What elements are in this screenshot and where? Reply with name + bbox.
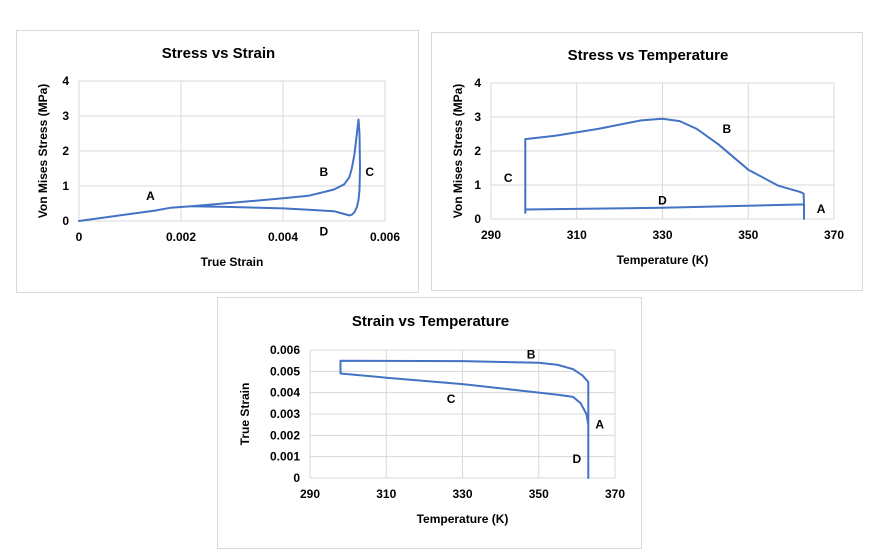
stress-temp-ytick-label-1: 1 [474,178,481,192]
stress-temp-annotation-a: A [817,202,826,216]
stress-temp-xtick-label-3: 350 [738,228,758,242]
strain-temp-annotation-b: B [527,347,536,361]
stress-strain-annotation-a: A [146,189,155,203]
stress-temp-ytick-label-3: 3 [474,110,481,124]
stress-temp-xtick-label-2: 330 [652,228,672,242]
strain-temp-xtick-label-0: 290 [300,487,320,501]
strain-temp-ytick-label-5: 0.005 [270,364,300,378]
stress-temp-xtick-label-1: 310 [567,228,587,242]
strain-vs-temperature-svg: 0 0.001 0.002 0.003 0.004 0.005 0.006 290 310 330… [238,313,625,526]
stress-temp-title: Stress vs Temperature [568,47,729,64]
strain-temp-ytick-label-4: 0.004 [270,386,300,400]
strain-temp-ytick-label-2: 0.002 [270,428,300,442]
strain-temp-xtick-label-3: 350 [529,487,549,501]
stress-temp-ytick-label-0: 0 [474,212,481,226]
stress-strain-ytick-label-2: 2 [62,144,69,158]
stress-temp-xlabel: Temperature (K) [617,253,709,267]
stress-strain-xlabel: True Strain [201,255,264,269]
stress-strain-ylabel: Von Mises Stress (MPa) [36,84,50,218]
stress-strain-xtick-label-0: 0 [76,230,83,244]
strain-temp-ylabel: True Strain [238,383,252,446]
stress-temp-annotation-b: B [722,122,731,136]
strain-temp-ytick-label-0: 0 [293,471,300,485]
strain-temp-title: Strain vs Temperature [352,313,509,330]
strain-temp-annotation-c: C [447,392,456,406]
stress-temp-ytick-label-4: 4 [474,76,481,90]
stress-temp-annotation-c: C [504,171,513,185]
stress-temp-xtick-label-4: 370 [824,228,844,242]
stress-temp-ytick-label-2: 2 [474,144,481,158]
stress-vs-strain-chart: 0 1 2 3 4 0 0.002 0.004 0.006 Stress vs Strain Tru… [16,30,419,293]
stress-strain-title: Stress vs Strain [162,45,275,62]
strain-temp-annotation-a: A [595,418,604,432]
stress-strain-ytick-label-4: 4 [62,74,69,88]
stress-vs-temperature-svg: 0 1 2 3 4 290 310 330 350 370 Stress vs Temperatur… [451,47,844,267]
stress-strain-annotation-b: B [319,165,328,179]
stress-strain-xtick-label-1: 0.002 [166,230,196,244]
stress-strain-ytick-label-0: 0 [62,214,69,228]
stress-temp-series-line-0 [524,117,805,220]
stress-strain-ytick-label-1: 1 [62,179,69,193]
stress-temp-annotation-d: D [658,193,667,207]
stress-strain-annotation-d: D [319,225,328,239]
stress-vs-strain-svg: 0 1 2 3 4 0 0.002 0.004 0.006 Stress vs Strain Tru… [36,45,400,269]
strain-temp-ytick-label-6: 0.006 [270,343,300,357]
strain-temp-xtick-label-1: 310 [376,487,396,501]
stress-strain-xtick-label-3: 0.006 [370,230,400,244]
stress-strain-annotation-c: C [365,165,374,179]
stress-vs-temperature-chart: 0 1 2 3 4 290 310 330 350 370 Stress vs Temperatur… [431,32,863,291]
strain-temp-annotation-d: D [573,452,582,466]
stress-strain-series-line-0 [78,118,361,222]
strain-temp-xlabel: Temperature (K) [417,512,509,526]
strain-temp-xtick-label-2: 330 [452,487,472,501]
strain-temp-series-line-0 [339,359,590,479]
stress-strain-ytick-label-3: 3 [62,109,69,123]
strain-temp-ytick-label-1: 0.001 [270,450,300,464]
stress-temp-ylabel: Von Mises Stress (MPa) [451,84,465,218]
strain-temp-xtick-label-4: 370 [605,487,625,501]
stress-strain-xtick-label-2: 0.004 [268,230,298,244]
stress-temp-xtick-label-0: 290 [481,228,501,242]
strain-vs-temperature-chart: 0 0.001 0.002 0.003 0.004 0.005 0.006 290 310 330… [217,297,642,549]
strain-temp-ytick-label-3: 0.003 [270,407,300,421]
